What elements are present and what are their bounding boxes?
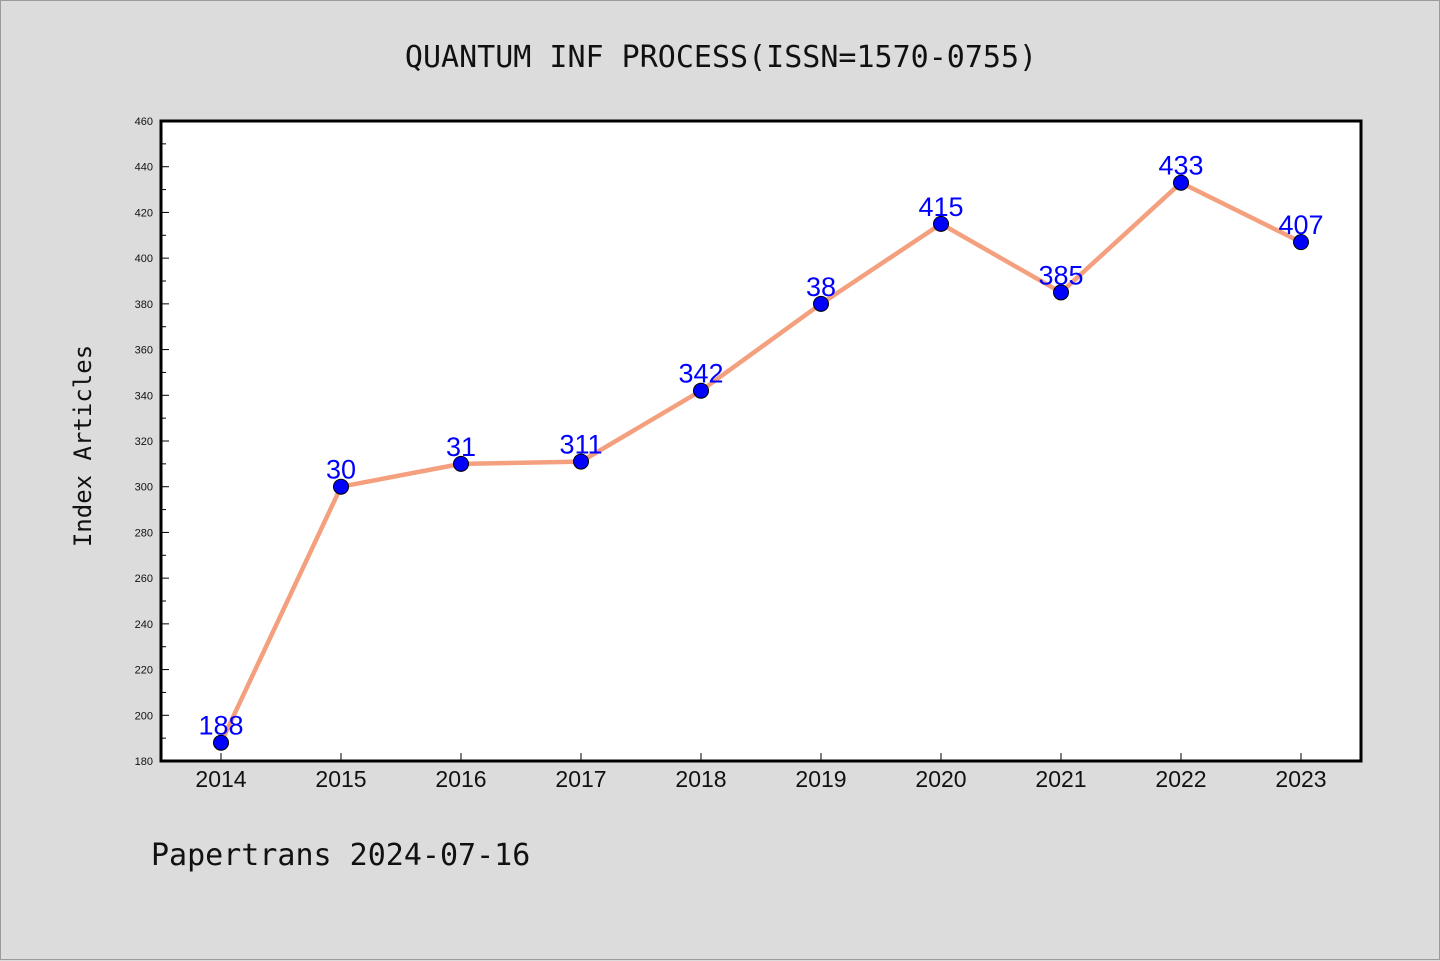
data-label: 342 xyxy=(678,359,723,389)
data-point xyxy=(333,478,349,495)
footer-text: Papertrans 2024-07-16 xyxy=(151,838,530,873)
data-label: 38 xyxy=(806,272,836,302)
data-label: 311 xyxy=(559,430,602,460)
y-tick-label: 340 xyxy=(135,390,153,402)
data-label: 385 xyxy=(1038,260,1083,290)
y-tick-label: 220 xyxy=(135,665,153,677)
x-tick-label: 2018 xyxy=(675,766,726,792)
y-tick-label: 360 xyxy=(135,345,153,357)
x-tick-label: 2022 xyxy=(1155,766,1206,792)
data-point xyxy=(1173,174,1189,191)
series-line xyxy=(218,180,1304,745)
y-tick-label: 280 xyxy=(135,527,153,539)
data-point xyxy=(213,734,229,751)
y-tick-label: 400 xyxy=(135,253,153,265)
x-axis: 2014 2015 2016 2017 2018 2019 2020 2021 2022 2023 xyxy=(195,753,1327,792)
y-axis-label: Index Articles xyxy=(69,345,97,547)
x-tick-label: 2021 xyxy=(1035,766,1086,792)
data-label: 30 xyxy=(326,455,356,485)
data-label: 188 xyxy=(198,711,243,741)
data-label: 407 xyxy=(1278,210,1323,240)
chart-title: QUANTUM INF PROCESS(ISSN=1570-0755) xyxy=(405,40,1037,75)
y-tick-label: 420 xyxy=(135,207,153,219)
y-axis: 180 200 220 240 260 280 300 320 340 360 380 400 420 4… xyxy=(135,116,169,768)
y-tick-label: 200 xyxy=(135,710,153,722)
x-tick-label: 2015 xyxy=(315,766,366,792)
y-tick-label: 300 xyxy=(135,482,153,494)
series-line-group: 188 30 31 311 342 38 415 385 433 407 xyxy=(198,151,1324,751)
y-tick-label: 380 xyxy=(135,299,153,311)
x-tick-label: 2023 xyxy=(1275,766,1326,792)
data-point xyxy=(933,215,949,232)
x-tick-label: 2016 xyxy=(435,766,486,792)
x-tick-label: 2020 xyxy=(915,766,966,792)
y-tick-label: 180 xyxy=(135,756,153,768)
y-tick-label: 460 xyxy=(135,116,153,128)
plot-area xyxy=(159,119,1363,763)
y-tick-label: 240 xyxy=(135,619,153,631)
data-point xyxy=(573,453,589,470)
y-tick-label: 320 xyxy=(135,436,153,448)
x-tick-label: 2019 xyxy=(795,766,846,792)
y-tick-label: 260 xyxy=(135,573,153,585)
data-label: 433 xyxy=(1158,151,1203,181)
data-label: 415 xyxy=(918,192,963,222)
data-point xyxy=(1053,284,1069,301)
data-label: 31 xyxy=(446,432,476,462)
data-point xyxy=(813,295,829,312)
y-tick-label: 440 xyxy=(135,162,153,174)
data-point xyxy=(1293,234,1309,251)
data-point xyxy=(693,382,709,399)
data-point xyxy=(453,455,469,472)
x-tick-label: 2017 xyxy=(555,766,606,792)
x-tick-label: 2014 xyxy=(195,766,246,792)
